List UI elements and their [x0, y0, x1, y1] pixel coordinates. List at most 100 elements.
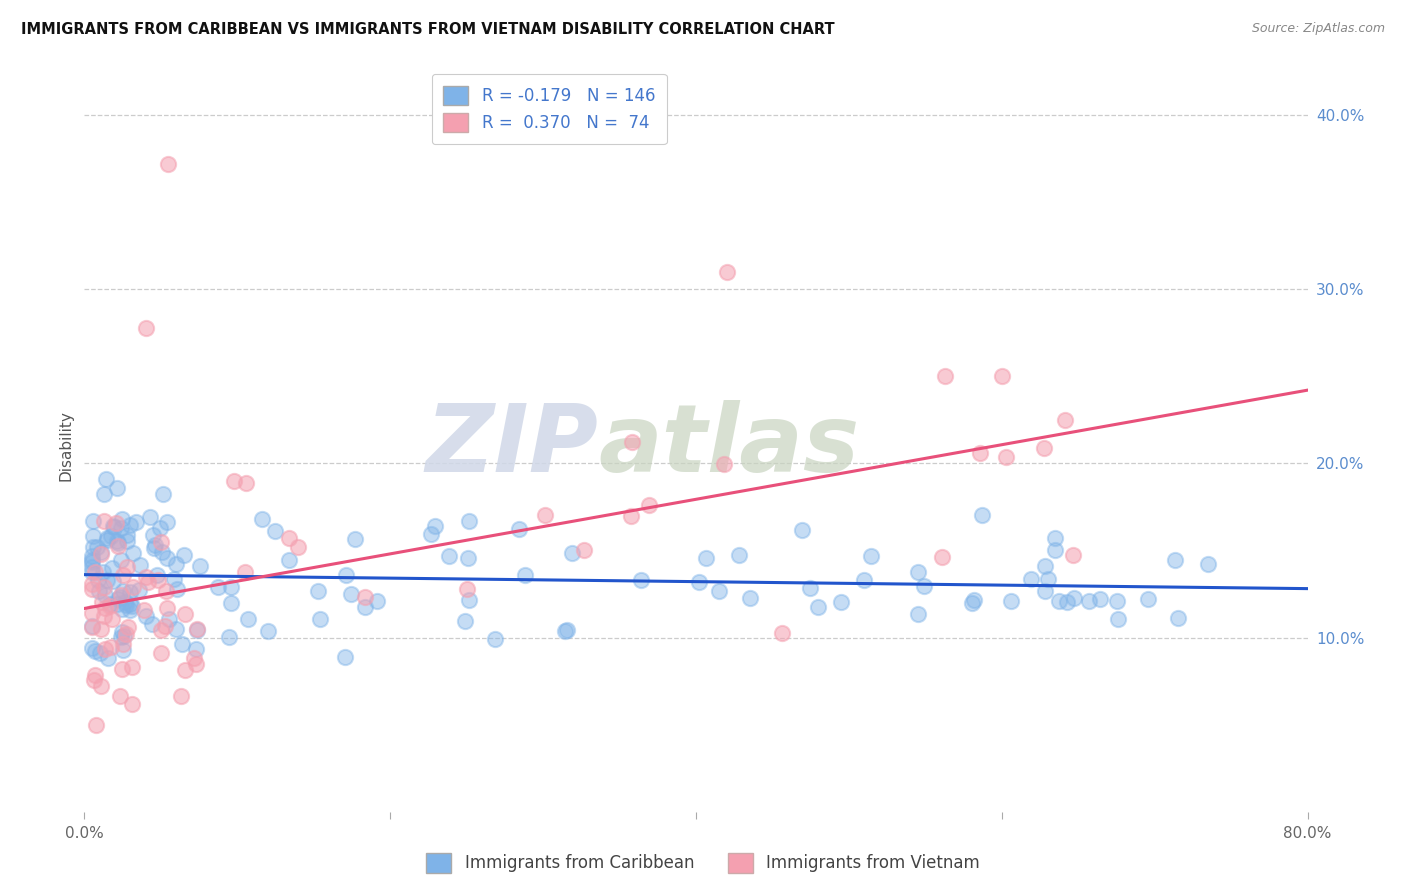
Point [425, 518, 447, 533]
Point [1063, 591, 1085, 606]
Point [458, 593, 481, 607]
Point [931, 549, 953, 564]
Point [150, 624, 173, 638]
Point [125, 515, 148, 529]
Point [1033, 559, 1056, 574]
Point [184, 657, 207, 671]
Point [84, 668, 107, 682]
Point [907, 565, 929, 579]
Point [134, 602, 156, 616]
Point [287, 540, 309, 554]
Point [233, 565, 256, 579]
Point [98, 597, 121, 611]
Point [557, 623, 579, 637]
Point [792, 524, 814, 538]
Point [94, 588, 117, 602]
Point [335, 568, 357, 582]
Point [354, 590, 377, 604]
Point [100, 640, 122, 654]
Point [104, 516, 127, 531]
Point [1043, 531, 1066, 545]
Point [80, 576, 103, 591]
Point [1164, 553, 1187, 567]
Point [278, 553, 301, 567]
Point [108, 590, 131, 604]
Point [89, 646, 111, 660]
Point [1107, 612, 1129, 626]
Point [105, 534, 128, 549]
Point [1047, 594, 1070, 608]
Point [174, 663, 197, 677]
Point [309, 612, 332, 626]
Point [740, 591, 762, 606]
Point [121, 659, 143, 673]
Point [100, 528, 122, 542]
Point [100, 612, 122, 626]
Point [80, 582, 103, 597]
Text: Source: ZipAtlas.com: Source: ZipAtlas.com [1251, 22, 1385, 36]
Point [561, 546, 583, 560]
Point [456, 582, 478, 597]
Point [94, 642, 117, 657]
Point [96, 573, 118, 587]
Point [84, 644, 107, 658]
Point [80, 560, 103, 574]
Point [80, 606, 103, 620]
Point [554, 624, 576, 638]
Point [457, 551, 479, 566]
Point [770, 625, 793, 640]
Point [135, 320, 157, 334]
Point [156, 600, 179, 615]
Point [1056, 595, 1078, 609]
Point [80, 619, 103, 633]
Point [366, 594, 388, 608]
Point [250, 512, 273, 526]
Point [80, 620, 103, 634]
Point [152, 487, 174, 501]
Point [1078, 594, 1101, 608]
Point [278, 531, 301, 545]
Point [533, 508, 555, 523]
Point [853, 573, 876, 587]
Point [90, 679, 112, 693]
Point [713, 457, 735, 471]
Point [93, 601, 115, 615]
Point [136, 575, 159, 590]
Point [86, 541, 108, 555]
Point [1054, 413, 1077, 427]
Point [107, 536, 129, 550]
Point [80, 552, 103, 566]
Point [333, 650, 356, 665]
Point [112, 567, 135, 582]
Point [80, 549, 103, 563]
Point [115, 528, 138, 542]
Point [111, 512, 134, 526]
Point [263, 524, 285, 538]
Point [128, 583, 150, 598]
Point [907, 607, 929, 621]
Point [970, 508, 993, 522]
Point [174, 607, 197, 622]
Point [96, 533, 118, 547]
Point [135, 570, 157, 584]
Point [122, 546, 145, 560]
Point [101, 519, 124, 533]
Point [420, 527, 443, 541]
Text: atlas: atlas [598, 400, 859, 492]
Point [142, 541, 165, 556]
Legend: Immigrants from Caribbean, Immigrants from Vietnam: Immigrants from Caribbean, Immigrants fr… [420, 847, 986, 880]
Point [163, 572, 186, 586]
Point [149, 647, 172, 661]
Point [80, 565, 103, 579]
Legend: R = -0.179   N = 146, R =  0.370   N =  74: R = -0.179 N = 146, R = 0.370 N = 74 [432, 74, 666, 145]
Point [1033, 442, 1056, 456]
Point [716, 265, 738, 279]
Point [118, 585, 141, 599]
Point [108, 689, 131, 703]
Point [1036, 572, 1059, 586]
Point [156, 551, 179, 566]
Point [115, 559, 138, 574]
Point [454, 614, 477, 628]
Point [111, 662, 134, 676]
Point [149, 521, 172, 535]
